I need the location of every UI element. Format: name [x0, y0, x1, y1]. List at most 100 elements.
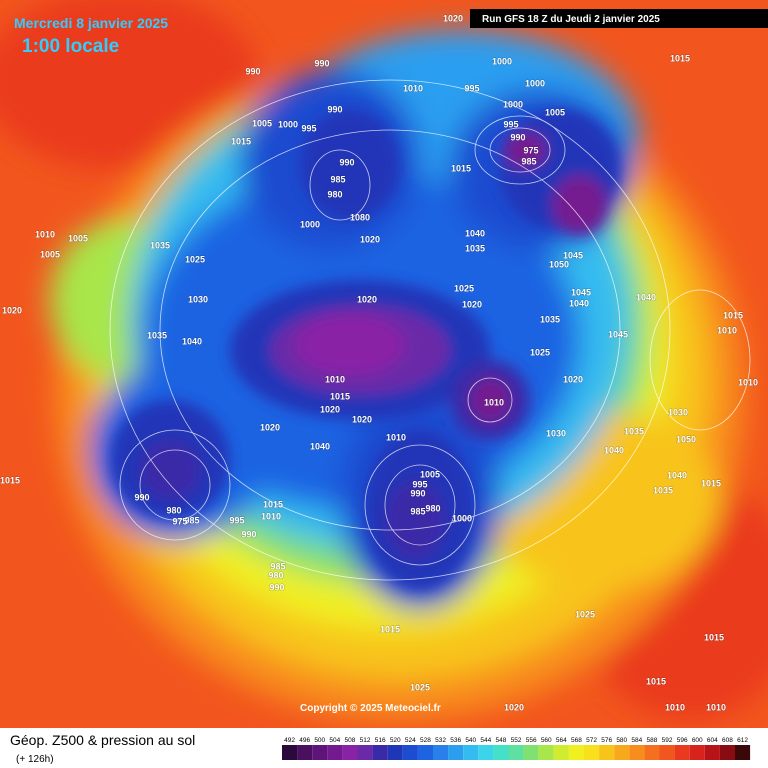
isobar-label: 1010: [325, 374, 345, 384]
colorbar-tick-label: 512: [360, 737, 371, 744]
isobar-label: 1010: [717, 325, 737, 335]
isobar-label: 1050: [549, 259, 569, 269]
isobar-label: 990: [510, 132, 525, 142]
colorbar-cell: [599, 745, 615, 760]
isobar-label: 1045: [571, 287, 591, 297]
isobar-label: 1010: [403, 83, 423, 93]
isobar-label: 990: [134, 492, 149, 502]
isobar-label: 1000: [492, 56, 512, 66]
isobar-label: 1020: [352, 414, 372, 424]
colorbar-cell: [719, 745, 735, 760]
isobar-label: 980: [166, 505, 181, 515]
isobar-label: 985: [521, 156, 536, 166]
isobar-label: 1035: [624, 426, 644, 436]
isobar-label: 980: [268, 570, 283, 580]
isobar-label: 1000: [278, 119, 298, 129]
isobar-label: 990: [245, 66, 260, 76]
colorbar-cell: [614, 745, 630, 760]
colorbar: 492 496 500 504 508 512 516 520 524 528 532 536 540 5…: [282, 737, 751, 760]
run-banner: [470, 9, 768, 28]
run-info: Run GFS 18 Z du Jeudi 2 janvier 2025: [482, 14, 660, 25]
isobar-label: 1035: [465, 243, 485, 253]
colorbar-tick-label: 492: [284, 737, 295, 744]
isobar-label: 990: [339, 157, 354, 167]
colorbar-cell: [553, 745, 569, 760]
isobar-label: 1025: [575, 609, 595, 619]
colorbar-tick-label: 576: [601, 737, 612, 744]
isobar-label: 1005: [40, 249, 60, 259]
colorbar-cell: [568, 745, 584, 760]
colorbar-cell: [387, 745, 403, 760]
isobar-label: 990: [327, 104, 342, 114]
colorbar-tick-label: 568: [571, 737, 582, 744]
colorbar-tick-label: 552: [511, 737, 522, 744]
isobar-label: 990: [410, 488, 425, 498]
colorbar-tick-label: 500: [314, 737, 325, 744]
colorbar-cell: [342, 745, 358, 760]
isobar-label: 1005: [68, 233, 88, 243]
colorbar-cell: [282, 745, 298, 760]
lead-time: (+ 126h): [16, 754, 54, 765]
isobar-label: 980: [327, 189, 342, 199]
isobar-label: 1015: [723, 310, 743, 320]
product-name: Géop. Z500 & pression au sol: [10, 732, 195, 748]
isobar-label: 1020: [504, 702, 524, 712]
isobar-label: 1035: [653, 485, 673, 495]
isobar-label: 1040: [604, 445, 624, 455]
isobar-label: 1000: [452, 513, 472, 523]
colorbar-cell: [463, 745, 479, 760]
isobar-label: 1025: [185, 254, 205, 264]
colorbar-cell: [584, 745, 600, 760]
isobar-label: 1010: [386, 432, 406, 442]
isobar-label: 975: [523, 145, 538, 155]
isobar-label: 1010: [484, 397, 504, 407]
valid-date: Mercredi 8 janvier 2025: [14, 15, 168, 31]
copyright: Copyright © 2025 Meteociel.fr: [300, 703, 441, 714]
isobar-label: 1015: [704, 632, 724, 642]
colorbar-cell: [659, 745, 675, 760]
isobar-label: 990: [241, 529, 256, 539]
colorbar-tick-label: 584: [631, 737, 642, 744]
colorbar-tick-label: 612: [737, 737, 748, 744]
isobar-label: 985: [330, 174, 345, 184]
colorbar-tick-label: 560: [541, 737, 552, 744]
isobars: [109, 79, 751, 581]
isobar-label: 1035: [150, 240, 170, 250]
isobar-label: 980: [425, 503, 440, 513]
colorbar-cell: [297, 745, 313, 760]
colorbar-tick-label: 556: [526, 737, 537, 744]
colorbar-tick-label: 496: [299, 737, 310, 744]
isobar-label: 985: [270, 561, 285, 571]
isobar-label: 1015: [701, 478, 721, 488]
isobar-label: 1040: [569, 298, 589, 308]
isobar-label: 995: [301, 123, 316, 133]
isobar-label: 1040: [667, 470, 687, 480]
isobar-label: 1040: [310, 441, 330, 451]
colorbar-cell: [372, 745, 388, 760]
colorbar-cell: [357, 745, 373, 760]
colorbar-tick-label: 524: [405, 737, 416, 744]
valid-time: 1:00 locale: [22, 36, 119, 57]
colorbar-tick-label: 516: [375, 737, 386, 744]
isobar-label: 1045: [563, 250, 583, 260]
isobar-label: 1040: [465, 228, 485, 238]
colorbar-tick-label: 608: [722, 737, 733, 744]
isobar-label: 995: [229, 515, 244, 525]
colorbar-tick-label: 572: [586, 737, 597, 744]
isobar-label: 1035: [147, 330, 167, 340]
isobar-label: 1015: [380, 624, 400, 634]
colorbar-tick-label: 580: [616, 737, 627, 744]
colorbar-tick-label: 540: [465, 737, 476, 744]
isobar-label: 995: [464, 83, 479, 93]
colorbar-cell: [478, 745, 494, 760]
isobar-label: 1020: [462, 299, 482, 309]
colorbar-cell: [674, 745, 690, 760]
colorbar-cell: [735, 745, 751, 760]
colorbar-tick-label: 548: [496, 737, 507, 744]
colorbar-cell: [327, 745, 343, 760]
isobar-label: 1020: [260, 422, 280, 432]
isobar-label: 1020: [2, 305, 22, 315]
isobar-label: 975: [172, 516, 187, 526]
